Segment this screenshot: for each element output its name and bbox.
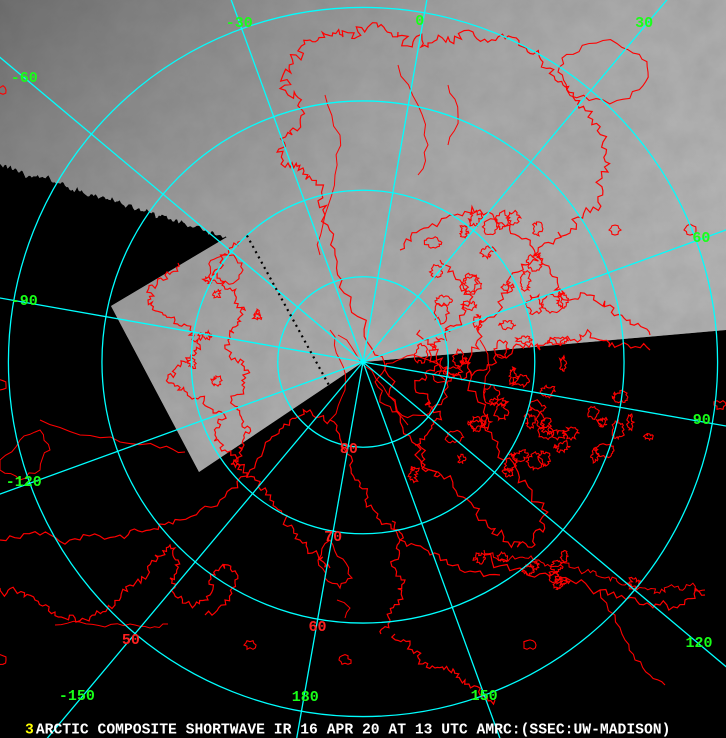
svg-text:60: 60 (692, 230, 710, 247)
svg-text:80: 80 (340, 441, 358, 458)
svg-text:30: 30 (635, 15, 653, 32)
svg-text:90: 90 (693, 412, 711, 429)
svg-text:-90: -90 (11, 293, 38, 310)
svg-text:-120: -120 (6, 474, 42, 491)
svg-text:0: 0 (415, 13, 424, 30)
svg-text:60: 60 (308, 619, 326, 636)
svg-text:70: 70 (324, 529, 342, 546)
svg-text:-150: -150 (59, 688, 95, 705)
svg-text:180: 180 (292, 689, 319, 706)
svg-text:-60: -60 (11, 70, 38, 87)
svg-text:-30: -30 (226, 15, 253, 32)
svg-text:120: 120 (685, 635, 712, 652)
svg-text:150: 150 (471, 688, 498, 705)
svg-text:50: 50 (122, 632, 140, 649)
